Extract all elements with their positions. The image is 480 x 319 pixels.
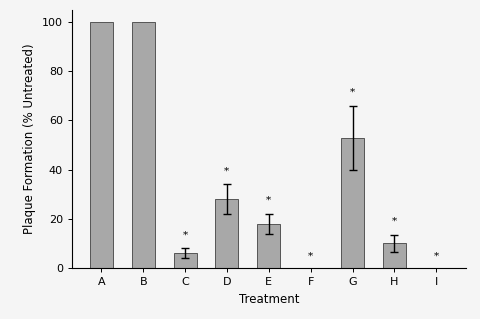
Bar	[257, 224, 280, 268]
Y-axis label: Plaque Formation (% Untreated): Plaque Formation (% Untreated)	[24, 43, 36, 234]
Text: *: *	[392, 217, 397, 226]
Bar	[174, 253, 197, 268]
Bar	[132, 22, 155, 268]
Text: *: *	[182, 231, 188, 240]
Text: *: *	[350, 88, 355, 97]
Bar	[341, 137, 364, 268]
Bar	[383, 243, 406, 268]
Text: *: *	[308, 252, 313, 261]
Text: *: *	[224, 167, 229, 176]
X-axis label: Treatment: Treatment	[239, 293, 299, 306]
Bar	[216, 199, 239, 268]
Text: *: *	[433, 252, 439, 261]
Text: *: *	[266, 196, 271, 205]
Bar	[90, 22, 113, 268]
